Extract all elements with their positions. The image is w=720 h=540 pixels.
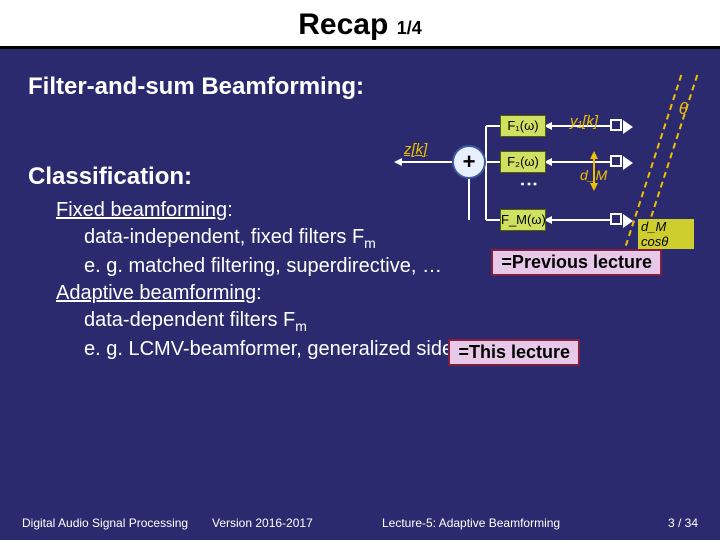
slide-title-counter: 1/4 — [397, 18, 422, 38]
adaptive-heading: Adaptive beamforming: — [56, 280, 692, 307]
dm-label: d_M — [580, 167, 607, 183]
footer-lecture: Lecture-5: Adaptive Beamforming — [382, 516, 638, 530]
y1-label: y₁[k] — [570, 113, 598, 130]
theta-label: θ — [679, 99, 688, 119]
fixed-line1-text: data-independent, fixed filters F — [84, 226, 364, 248]
mic-icon — [610, 155, 622, 167]
section-filter-and-sum: Filter-and-sum Beamforming: — [28, 73, 692, 101]
adaptive-line1: data-dependent filters Fm — [84, 307, 692, 336]
mic-icon — [610, 119, 622, 131]
title-bar: Recap 1/4 — [0, 0, 720, 49]
mic-icon — [610, 213, 622, 225]
badge-previous-lecture: =Previous lecture — [491, 249, 662, 276]
footer-course: Digital Audio Signal Processing — [22, 516, 212, 530]
adaptive-line1-sub: m — [295, 318, 307, 334]
fixed-heading-text: Fixed beamforming — [56, 199, 227, 221]
adaptive-line1-text: data-dependent filters F — [84, 309, 295, 331]
vdots: ⋮ — [518, 175, 540, 193]
adaptive-heading-text: Adaptive beamforming — [56, 282, 256, 304]
badge-this-lecture: =This lecture — [448, 339, 580, 366]
filter-fm: F_M(ω) — [500, 209, 546, 231]
slide-title: Recap — [298, 8, 388, 41]
footer-version: Version 2016-2017 — [212, 516, 382, 530]
slide-content: Filter-and-sum Beamforming: z[k] + F₁(ω)… — [0, 49, 720, 363]
footer-page: 3 / 34 — [638, 516, 698, 530]
beamforming-diagram: z[k] + F₁(ω) F₂(ω) F_M(ω) ⋮ y₁[k] d_M θ … — [394, 109, 694, 249]
dcos-label: d_M cosθ — [638, 219, 694, 249]
filter-f2: F₂(ω) — [500, 151, 546, 173]
adaptive-line2: e. g. LCMV-beamformer, generalized sidel… — [84, 336, 692, 363]
sum-node: + — [452, 145, 486, 179]
z-label: z[k] — [404, 141, 427, 158]
fixed-line1-sub: m — [364, 235, 376, 251]
filter-f1: F₁(ω) — [500, 115, 546, 137]
footer: Digital Audio Signal Processing Version … — [0, 516, 720, 530]
